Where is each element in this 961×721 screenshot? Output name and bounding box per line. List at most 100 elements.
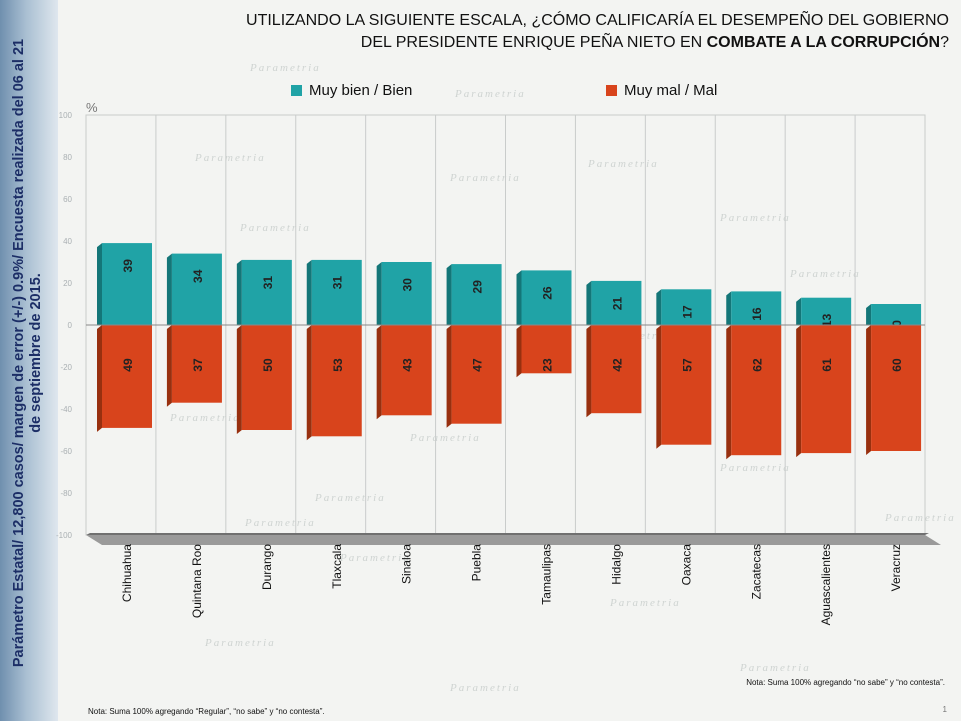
watermark-text: Parametria xyxy=(315,492,386,504)
bar-negative-label: 37 xyxy=(191,358,205,372)
legend-negative-swatch xyxy=(606,85,617,96)
chart-floor xyxy=(86,535,941,545)
title-line-2-text: DEL PRESIDENTE ENRIQUE PEÑA NIETO EN xyxy=(360,34,707,51)
title-line-1: UTILIZANDO LA SIGUIENTE ESCALA, ¿CÓMO CA… xyxy=(246,12,949,29)
watermark-text: Parametria xyxy=(205,637,276,649)
title-line-2: DEL PRESIDENTE ENRIQUE PEÑA NIETO EN COM… xyxy=(229,32,949,54)
y-tick-label: 0 xyxy=(68,321,73,330)
watermark-text: Parametria xyxy=(455,88,526,100)
bar-negative-side xyxy=(97,325,102,432)
bar-negative-label: 57 xyxy=(680,358,694,372)
watermark-text: Parametria xyxy=(245,517,316,529)
bar-positive xyxy=(311,259,362,325)
bar-positive xyxy=(102,243,152,325)
bar-positive-side xyxy=(586,280,592,325)
page-title: UTILIZANDO LA SIGUIENTE ESCALA, ¿CÓMO CA… xyxy=(229,10,949,54)
y-tick-label: 100 xyxy=(59,111,73,120)
note-right: Nota: Suma 100% agregando “no sabe” y “n… xyxy=(746,678,945,687)
bar-negative xyxy=(801,325,852,454)
bar-negative-side xyxy=(166,325,172,407)
bar-negative xyxy=(171,325,222,403)
bar-positive xyxy=(521,270,572,325)
watermark-text: Parametria xyxy=(790,268,861,280)
y-tick-label: -60 xyxy=(60,447,72,456)
bar-negative xyxy=(311,325,362,437)
bar-negative-label: 50 xyxy=(261,358,275,372)
bar-positive xyxy=(731,291,782,325)
bar-positive-side xyxy=(306,259,312,325)
category-label: Tamaulipas xyxy=(540,544,554,605)
bar-positive-label: 31 xyxy=(261,276,275,290)
bar-positive-side xyxy=(866,304,872,325)
watermark-text: Parametria xyxy=(610,597,681,609)
watermark-text: Parametria xyxy=(740,662,811,674)
watermark-text: Parametria xyxy=(720,212,791,224)
watermark-text: Parametria xyxy=(720,462,791,474)
bar-positive-label: 26 xyxy=(541,286,555,300)
category-label: Durango xyxy=(260,544,274,590)
page-number: 1 xyxy=(942,705,947,714)
category-label: Sinaloa xyxy=(400,544,414,584)
bar-positive xyxy=(591,280,642,325)
title-question-mark: ? xyxy=(940,34,949,51)
legend-positive-swatch xyxy=(291,85,302,96)
y-tick-label: -100 xyxy=(56,531,73,540)
y-tick-label: 40 xyxy=(63,237,72,246)
category-label: Chihuahua xyxy=(120,544,134,602)
bar-positive-side xyxy=(726,291,732,325)
bar-negative xyxy=(591,325,642,414)
bar-positive xyxy=(241,259,292,325)
category-label: Hidalgo xyxy=(609,544,623,585)
bar-negative-side xyxy=(376,325,382,420)
bar-positive xyxy=(801,297,852,325)
bar-positive-side xyxy=(97,243,102,325)
bar-positive-label: 39 xyxy=(121,259,135,273)
category-label: Tlaxcala xyxy=(330,544,344,589)
bar-negative-label: 42 xyxy=(610,358,624,372)
bar-negative-label: 23 xyxy=(541,358,555,372)
bar-positive-label: 34 xyxy=(191,269,205,283)
watermark-text: Parametria xyxy=(410,432,481,444)
legend-positive: Muy bien / Bien xyxy=(291,82,412,99)
bar-positive-side xyxy=(656,289,662,325)
bar-positive-label: 31 xyxy=(331,276,345,290)
title-highlight: COMBATE A LA CORRUPCIÓN xyxy=(706,34,941,51)
bar-negative-side xyxy=(516,325,522,378)
category-label: Veracruz xyxy=(889,544,903,591)
bar-negative xyxy=(381,325,432,416)
note-bottom: Nota: Suma 100% agregando “Regular”, “no… xyxy=(88,707,325,716)
bar-negative-label: 62 xyxy=(750,358,764,372)
bar-negative-side xyxy=(656,325,662,449)
bar-negative-side xyxy=(236,325,242,434)
y-tick-label: -20 xyxy=(60,363,72,372)
watermark-text: Parametria xyxy=(250,62,321,74)
bar-positive-label: 29 xyxy=(471,280,485,294)
watermark-text: Parametria xyxy=(450,172,521,184)
legend-positive-label: Muy bien / Bien xyxy=(309,82,413,99)
bar-positive-label: 17 xyxy=(680,305,694,319)
watermark-text: Parametria xyxy=(450,682,521,694)
bar-negative xyxy=(731,325,782,456)
category-label: Aguascalientes xyxy=(819,544,833,625)
y-tick-label: 80 xyxy=(63,153,72,162)
y-tick-label: 20 xyxy=(63,279,72,288)
bar-negative-side xyxy=(306,325,312,441)
bar-negative-label: 43 xyxy=(401,358,415,372)
watermark-text: Parametria xyxy=(885,512,956,524)
bar-positive-side xyxy=(516,270,522,325)
bar-negative xyxy=(102,325,152,428)
watermark-text: Parametria xyxy=(195,152,266,164)
y-axis-label: % xyxy=(86,100,98,115)
bar-negative-side xyxy=(586,325,592,418)
bar-negative xyxy=(451,325,502,424)
bar-negative-side xyxy=(446,325,452,428)
bar-positive xyxy=(451,264,502,325)
bar-positive-label: 16 xyxy=(750,307,764,321)
watermark-text: Parametria xyxy=(240,222,311,234)
y-tick-label: 60 xyxy=(63,195,72,204)
bar-negative-label: 53 xyxy=(331,358,345,372)
bar-positive-side xyxy=(166,253,172,325)
bar-negative xyxy=(521,325,572,374)
bar-positive xyxy=(871,304,922,325)
